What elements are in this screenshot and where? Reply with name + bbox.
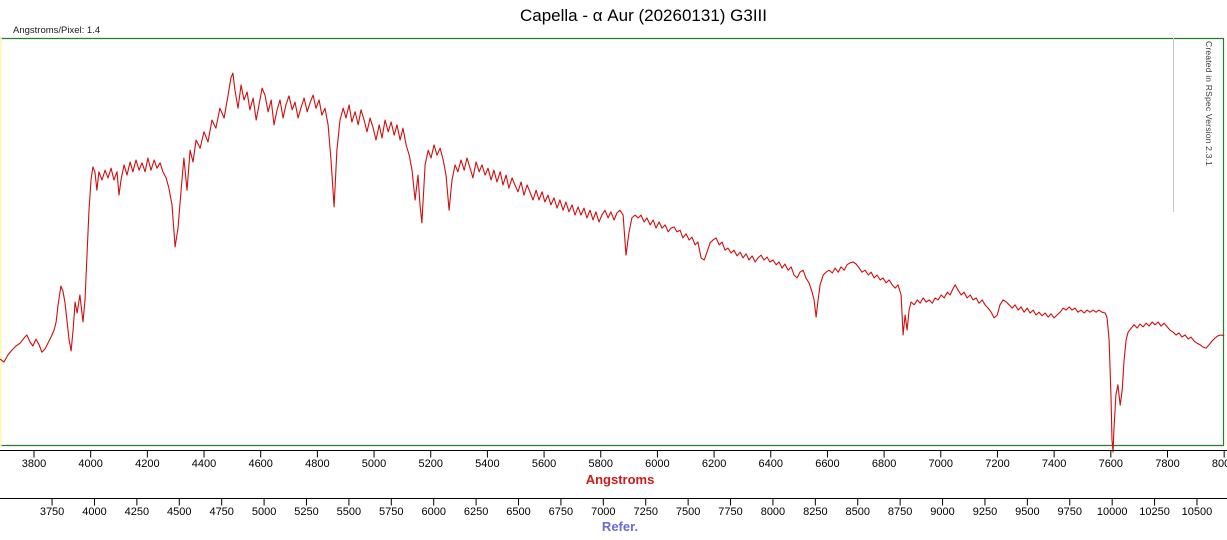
wavelength-tick-label: 5800 bbox=[588, 458, 613, 470]
wavelength-tick-label: 5000 bbox=[361, 458, 387, 470]
rspec-version-watermark: Created in RSpec Version 2.3.1 bbox=[1204, 41, 1214, 167]
spectrum-plot-area[interactable] bbox=[0, 38, 1224, 446]
wavelength-tick-label: 6600 bbox=[815, 458, 840, 470]
wavelength-tick-label: 7400 bbox=[1041, 458, 1067, 470]
reference-axis-title: Refer. bbox=[601, 519, 639, 534]
reference-tick-label: 7250 bbox=[633, 506, 658, 518]
wavelength-tick-label: 7000 bbox=[928, 458, 954, 470]
wavelength-tick-label: 6400 bbox=[758, 458, 784, 470]
wavelength-axis-title: Angstroms bbox=[585, 472, 655, 487]
angstroms-per-pixel-label: Angstroms/Pixel: 1.4 bbox=[13, 25, 101, 36]
reference-tick-label: 7750 bbox=[718, 506, 743, 518]
reference-tick-label: 9000 bbox=[930, 506, 955, 518]
reference-tick-label: 4750 bbox=[209, 506, 234, 518]
reference-tick-label: 4250 bbox=[124, 506, 150, 518]
wavelength-tick-label: 7200 bbox=[985, 458, 1010, 470]
wavelength-tick-label: 5600 bbox=[531, 458, 557, 470]
wavelength-tick-label: 4400 bbox=[191, 458, 217, 470]
reference-tick-label: 7000 bbox=[591, 506, 616, 518]
wavelength-tick-label: 5200 bbox=[418, 458, 443, 470]
wavelength-tick-label: 4600 bbox=[248, 458, 273, 470]
reference-tick-label: 9500 bbox=[1015, 506, 1040, 518]
wavelength-tick-label: 6800 bbox=[871, 458, 897, 470]
reference-tick-label: 3750 bbox=[39, 506, 65, 518]
wavelength-tick-label: 4000 bbox=[78, 458, 103, 470]
wavelength-tick-label: 7800 bbox=[1155, 458, 1180, 470]
reference-tick-label: 5500 bbox=[336, 506, 362, 518]
wavelength-tick-label: 7600 bbox=[1098, 458, 1124, 470]
reference-tick-label: 8500 bbox=[845, 506, 870, 518]
wavelength-tick-label: 4200 bbox=[135, 458, 160, 470]
reference-tick-label: 6250 bbox=[463, 506, 489, 518]
wavelength-tick-label: 5400 bbox=[475, 458, 500, 470]
wavelength-tick-label: 6000 bbox=[645, 458, 670, 470]
wavelength-tick-label: 3800 bbox=[21, 458, 47, 470]
reference-tick-label: 10000 bbox=[1096, 506, 1128, 518]
page-title: Capella - α Aur (20260131) G3III bbox=[519, 6, 767, 25]
reference-tick-label: 9750 bbox=[1057, 506, 1083, 518]
reference-tick-label: 9250 bbox=[972, 506, 998, 518]
reference-tick-label: 7500 bbox=[675, 506, 701, 518]
wavelength-tick-label: 4800 bbox=[305, 458, 330, 470]
reference-tick-label: 10500 bbox=[1181, 506, 1213, 518]
reference-tick-label: 8250 bbox=[803, 506, 828, 518]
reference-tick-label: 5000 bbox=[251, 506, 277, 518]
reference-tick-label: 6000 bbox=[421, 506, 446, 518]
wavelength-tick-label: 8000 bbox=[1211, 458, 1227, 470]
reference-tick-label: 5750 bbox=[379, 506, 404, 518]
reference-tick-label: 8000 bbox=[760, 506, 786, 518]
reference-tick-label: 8750 bbox=[887, 506, 913, 518]
reference-tick-label: 10250 bbox=[1139, 506, 1170, 518]
reference-tick-label: 6750 bbox=[548, 506, 574, 518]
wavelength-tick-label: 6200 bbox=[701, 458, 727, 470]
reference-tick-label: 6500 bbox=[506, 506, 531, 518]
spectrum-line bbox=[0, 72, 1225, 453]
reference-tick-label: 4500 bbox=[167, 506, 192, 518]
reference-tick-label: 4000 bbox=[82, 506, 107, 518]
reference-tick-label: 5250 bbox=[294, 506, 319, 518]
